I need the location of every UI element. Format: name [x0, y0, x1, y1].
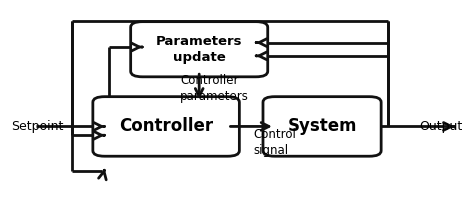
Text: System: System — [287, 117, 357, 135]
Text: Controller
parameters: Controller parameters — [180, 74, 249, 103]
Text: Control
signal: Control signal — [254, 129, 296, 157]
Text: Parameters
update: Parameters update — [156, 35, 242, 64]
FancyBboxPatch shape — [93, 97, 239, 156]
Text: Setpoint: Setpoint — [11, 120, 64, 133]
Text: Output: Output — [419, 120, 463, 133]
FancyBboxPatch shape — [131, 22, 268, 77]
Text: Controller: Controller — [119, 117, 213, 135]
FancyBboxPatch shape — [263, 97, 381, 156]
